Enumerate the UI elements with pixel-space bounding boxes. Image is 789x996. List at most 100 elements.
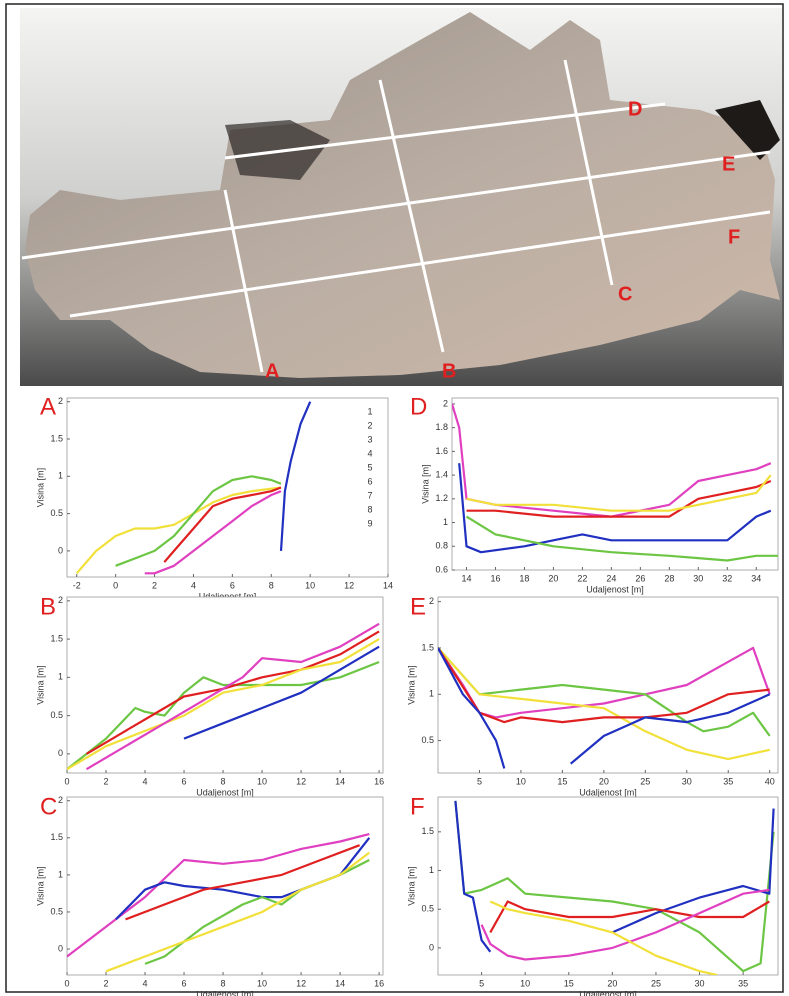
legend-label: 7 bbox=[367, 490, 372, 500]
x-tick-label: 26 bbox=[635, 573, 645, 583]
x-tick-label: 10 bbox=[516, 776, 526, 786]
y-tick-label: 1.5 bbox=[421, 826, 434, 836]
x-tick-label: 22 bbox=[577, 573, 587, 583]
y-tick-label: 1.5 bbox=[50, 433, 63, 443]
x-tick-label: 18 bbox=[519, 573, 529, 583]
x-axis-label: Udaljenost [m] bbox=[586, 584, 644, 594]
legend-label: 5 bbox=[367, 462, 372, 472]
figure: D E F C A B A-20246810121400.511.52Udalj… bbox=[0, 0, 789, 996]
chart-title: B bbox=[40, 593, 56, 620]
x-tick-label: 12 bbox=[344, 580, 354, 590]
x-tick-label: 30 bbox=[682, 776, 692, 786]
chart-title: A bbox=[40, 393, 56, 420]
x-tick-label: 25 bbox=[640, 776, 650, 786]
section-label: E bbox=[722, 153, 735, 175]
x-tick-label: 14 bbox=[461, 573, 471, 583]
x-tick-label: 20 bbox=[548, 573, 558, 583]
x-axis-label: Udaljenost [m] bbox=[579, 989, 637, 996]
legend-label: 2 bbox=[367, 420, 372, 430]
x-tick-label: 34 bbox=[751, 573, 761, 583]
x-tick-label: 10 bbox=[305, 580, 315, 590]
y-axis-label: Visina [m] bbox=[406, 866, 416, 905]
chart-title: D bbox=[410, 393, 427, 420]
y-axis-label: Visina [m] bbox=[35, 665, 45, 704]
y-tick-label: 1.4 bbox=[435, 469, 448, 479]
y-tick-label: 0.5 bbox=[421, 735, 434, 745]
y-tick-label: 1.2 bbox=[435, 493, 448, 503]
x-tick-label: 35 bbox=[738, 978, 748, 988]
x-tick-label: 30 bbox=[693, 573, 703, 583]
x-tick-label: 10 bbox=[257, 978, 267, 988]
x-tick-label: 5 bbox=[477, 776, 482, 786]
x-tick-label: 14 bbox=[383, 580, 393, 590]
y-tick-label: 0 bbox=[58, 545, 63, 555]
x-tick-label: 30 bbox=[695, 978, 705, 988]
chart-title: E bbox=[410, 593, 426, 620]
x-tick-label: 0 bbox=[64, 978, 69, 988]
y-tick-label: 0.6 bbox=[435, 564, 448, 574]
chart-title: F bbox=[410, 793, 425, 820]
x-tick-label: 12 bbox=[296, 978, 306, 988]
x-tick-label: 2 bbox=[104, 978, 109, 988]
x-tick-label: 16 bbox=[490, 573, 500, 583]
x-axis-label: Udaljenost [m] bbox=[196, 989, 254, 996]
x-tick-label: 6 bbox=[182, 978, 187, 988]
y-tick-label: 1 bbox=[58, 471, 63, 481]
x-tick-label: 0 bbox=[113, 580, 118, 590]
x-tick-label: 4 bbox=[191, 580, 196, 590]
y-tick-label: 0.5 bbox=[50, 508, 63, 518]
y-tick-label: 2 bbox=[58, 595, 63, 605]
y-tick-label: 2 bbox=[58, 795, 63, 805]
section-label: C bbox=[618, 283, 632, 305]
y-tick-label: 0.8 bbox=[435, 541, 448, 551]
x-tick-label: 10 bbox=[520, 978, 530, 988]
x-tick-label: 24 bbox=[606, 573, 616, 583]
x-tick-label: 32 bbox=[722, 573, 732, 583]
x-tick-label: 14 bbox=[335, 978, 345, 988]
y-axis-label: Visina [m] bbox=[406, 665, 416, 704]
plot-area bbox=[452, 398, 778, 570]
x-axis-label: Udaljenost [m] bbox=[196, 787, 254, 797]
y-tick-label: 2 bbox=[443, 398, 448, 408]
legend-label: 6 bbox=[367, 476, 372, 486]
x-tick-label: 15 bbox=[564, 978, 574, 988]
x-tick-label: 8 bbox=[221, 776, 226, 786]
x-tick-label: 20 bbox=[599, 776, 609, 786]
x-tick-label: 10 bbox=[257, 776, 267, 786]
y-tick-label: 0 bbox=[58, 943, 63, 953]
y-tick-label: 0.5 bbox=[50, 710, 63, 720]
photo: D E F C A B bbox=[20, 8, 782, 386]
chart: A-20246810121400.511.52Udaljenost [m]Vis… bbox=[35, 393, 393, 601]
y-tick-label: 1 bbox=[429, 689, 434, 699]
legend-label: 9 bbox=[367, 518, 372, 528]
x-tick-label: 8 bbox=[269, 580, 274, 590]
chart-title: C bbox=[40, 793, 57, 820]
x-tick-label: 16 bbox=[374, 978, 384, 988]
y-tick-label: 1.8 bbox=[435, 422, 448, 432]
x-tick-label: 28 bbox=[664, 573, 674, 583]
x-tick-label: 20 bbox=[607, 978, 617, 988]
y-tick-label: 1 bbox=[58, 869, 63, 879]
y-axis-label: Visina [m] bbox=[35, 468, 45, 507]
x-axis-label: Udaljenost [m] bbox=[579, 787, 637, 797]
chart: F510152025303500.511.5Udaljenost [m]Visi… bbox=[406, 793, 778, 996]
y-tick-label: 1 bbox=[58, 672, 63, 682]
y-tick-label: 1.5 bbox=[421, 642, 434, 652]
x-tick-label: 6 bbox=[182, 776, 187, 786]
y-tick-label: 0 bbox=[58, 748, 63, 758]
x-tick-label: 14 bbox=[335, 776, 345, 786]
legend-label: 4 bbox=[367, 448, 372, 458]
x-tick-label: 40 bbox=[765, 776, 775, 786]
x-tick-label: 2 bbox=[152, 580, 157, 590]
x-tick-label: 5 bbox=[479, 978, 484, 988]
x-tick-label: 15 bbox=[557, 776, 567, 786]
y-tick-label: 1.5 bbox=[50, 832, 63, 842]
y-tick-label: 1.5 bbox=[50, 633, 63, 643]
x-tick-label: 8 bbox=[221, 978, 226, 988]
x-tick-label: -2 bbox=[73, 580, 81, 590]
x-tick-label: 6 bbox=[230, 580, 235, 590]
section-label: D bbox=[628, 98, 642, 120]
